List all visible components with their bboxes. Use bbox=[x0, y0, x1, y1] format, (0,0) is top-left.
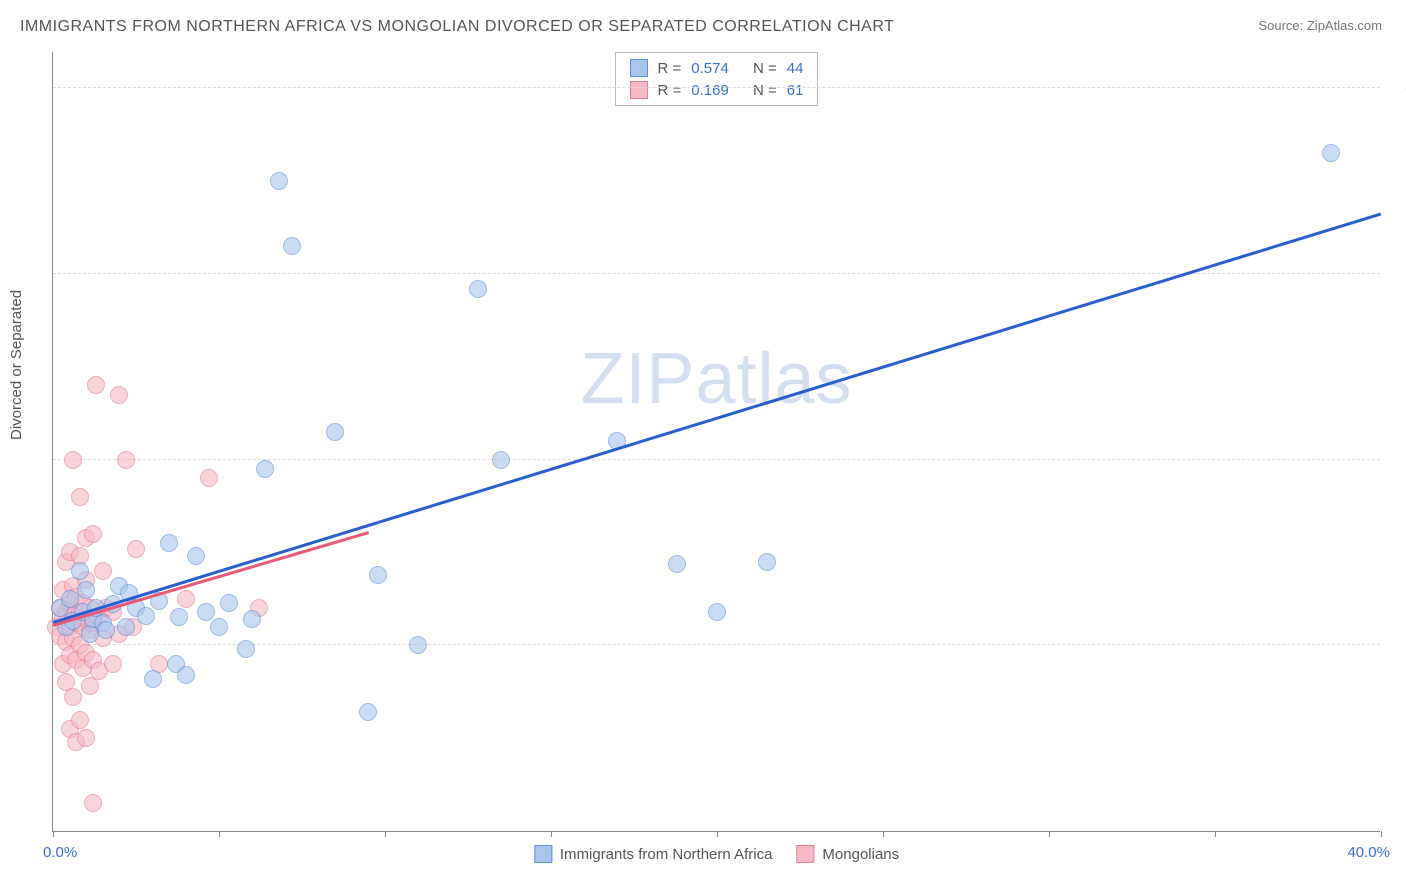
data-point bbox=[283, 237, 301, 255]
correlation-legend: R = 0.574 N = 44 R = 0.169 N = 61 bbox=[615, 52, 819, 106]
data-point bbox=[110, 386, 128, 404]
data-point bbox=[71, 488, 89, 506]
data-point bbox=[1322, 144, 1340, 162]
swatch-icon bbox=[630, 81, 648, 99]
source-attribution: Source: ZipAtlas.com bbox=[1258, 18, 1382, 33]
data-point bbox=[137, 607, 155, 625]
n-label: N = bbox=[753, 60, 777, 77]
y-axis-label: Divorced or Separated bbox=[8, 290, 25, 440]
data-point bbox=[668, 555, 686, 573]
x-tick bbox=[717, 831, 718, 837]
data-point bbox=[170, 608, 188, 626]
x-tick bbox=[1215, 831, 1216, 837]
x-tick bbox=[1381, 831, 1382, 837]
chart-title: IMMIGRANTS FROM NORTHERN AFRICA VS MONGO… bbox=[20, 18, 894, 36]
y-tick-label: 20.0% bbox=[1388, 451, 1406, 468]
data-point bbox=[210, 618, 228, 636]
data-point bbox=[64, 451, 82, 469]
n-label: N = bbox=[753, 82, 777, 99]
data-point bbox=[326, 423, 344, 441]
data-point bbox=[243, 610, 261, 628]
gridline bbox=[53, 87, 1380, 88]
legend-row-series-1: R = 0.574 N = 44 bbox=[630, 57, 804, 79]
x-axis-max-label: 40.0% bbox=[1347, 844, 1390, 861]
data-point bbox=[708, 603, 726, 621]
data-point bbox=[117, 618, 135, 636]
y-tick-label: 30.0% bbox=[1388, 265, 1406, 282]
data-point bbox=[200, 469, 218, 487]
data-point bbox=[197, 603, 215, 621]
data-point bbox=[177, 590, 195, 608]
data-point bbox=[220, 594, 238, 612]
n-value: 44 bbox=[787, 60, 804, 77]
series-legend: Immigrants from Northern Africa Mongolia… bbox=[534, 845, 899, 863]
r-label: R = bbox=[658, 82, 682, 99]
source-prefix: Source: bbox=[1258, 18, 1306, 33]
gridline bbox=[53, 459, 1380, 460]
data-point bbox=[64, 688, 82, 706]
data-point bbox=[77, 581, 95, 599]
swatch-icon bbox=[796, 845, 814, 863]
x-tick bbox=[1049, 831, 1050, 837]
legend-label: Mongolians bbox=[822, 846, 899, 863]
x-tick bbox=[551, 831, 552, 837]
data-point bbox=[117, 451, 135, 469]
data-point bbox=[469, 280, 487, 298]
data-point bbox=[237, 640, 255, 658]
watermark: ZIPatlas bbox=[580, 338, 852, 420]
data-point bbox=[71, 562, 89, 580]
data-point bbox=[127, 540, 145, 558]
y-tick-label: 10.0% bbox=[1388, 637, 1406, 654]
data-point bbox=[84, 794, 102, 812]
x-tick bbox=[53, 831, 54, 837]
r-value: 0.169 bbox=[691, 82, 729, 99]
y-tick-label: 40.0% bbox=[1388, 80, 1406, 97]
legend-item: Mongolians bbox=[796, 845, 899, 863]
legend-row-series-2: R = 0.169 N = 61 bbox=[630, 79, 804, 101]
data-point bbox=[369, 566, 387, 584]
scatter-plot-area: ZIPatlas R = 0.574 N = 44 R = 0.169 N = … bbox=[52, 52, 1380, 832]
data-point bbox=[144, 670, 162, 688]
x-tick bbox=[385, 831, 386, 837]
swatch-icon bbox=[534, 845, 552, 863]
data-point bbox=[492, 451, 510, 469]
x-tick bbox=[219, 831, 220, 837]
data-point bbox=[87, 376, 105, 394]
n-value: 61 bbox=[787, 82, 804, 99]
r-label: R = bbox=[658, 60, 682, 77]
data-point bbox=[71, 711, 89, 729]
data-point bbox=[359, 703, 377, 721]
data-point bbox=[177, 666, 195, 684]
data-point bbox=[409, 636, 427, 654]
legend-item: Immigrants from Northern Africa bbox=[534, 845, 773, 863]
data-point bbox=[97, 621, 115, 639]
data-point bbox=[256, 460, 274, 478]
data-point bbox=[104, 655, 122, 673]
x-axis-min-label: 0.0% bbox=[43, 844, 77, 861]
data-point bbox=[77, 729, 95, 747]
data-point bbox=[187, 547, 205, 565]
source-name: ZipAtlas.com bbox=[1307, 18, 1382, 33]
data-point bbox=[94, 562, 112, 580]
x-tick bbox=[883, 831, 884, 837]
legend-label: Immigrants from Northern Africa bbox=[560, 846, 773, 863]
swatch-icon bbox=[630, 59, 648, 77]
data-point bbox=[270, 172, 288, 190]
data-point bbox=[160, 534, 178, 552]
r-value: 0.574 bbox=[691, 60, 729, 77]
data-point bbox=[84, 525, 102, 543]
data-point bbox=[758, 553, 776, 571]
